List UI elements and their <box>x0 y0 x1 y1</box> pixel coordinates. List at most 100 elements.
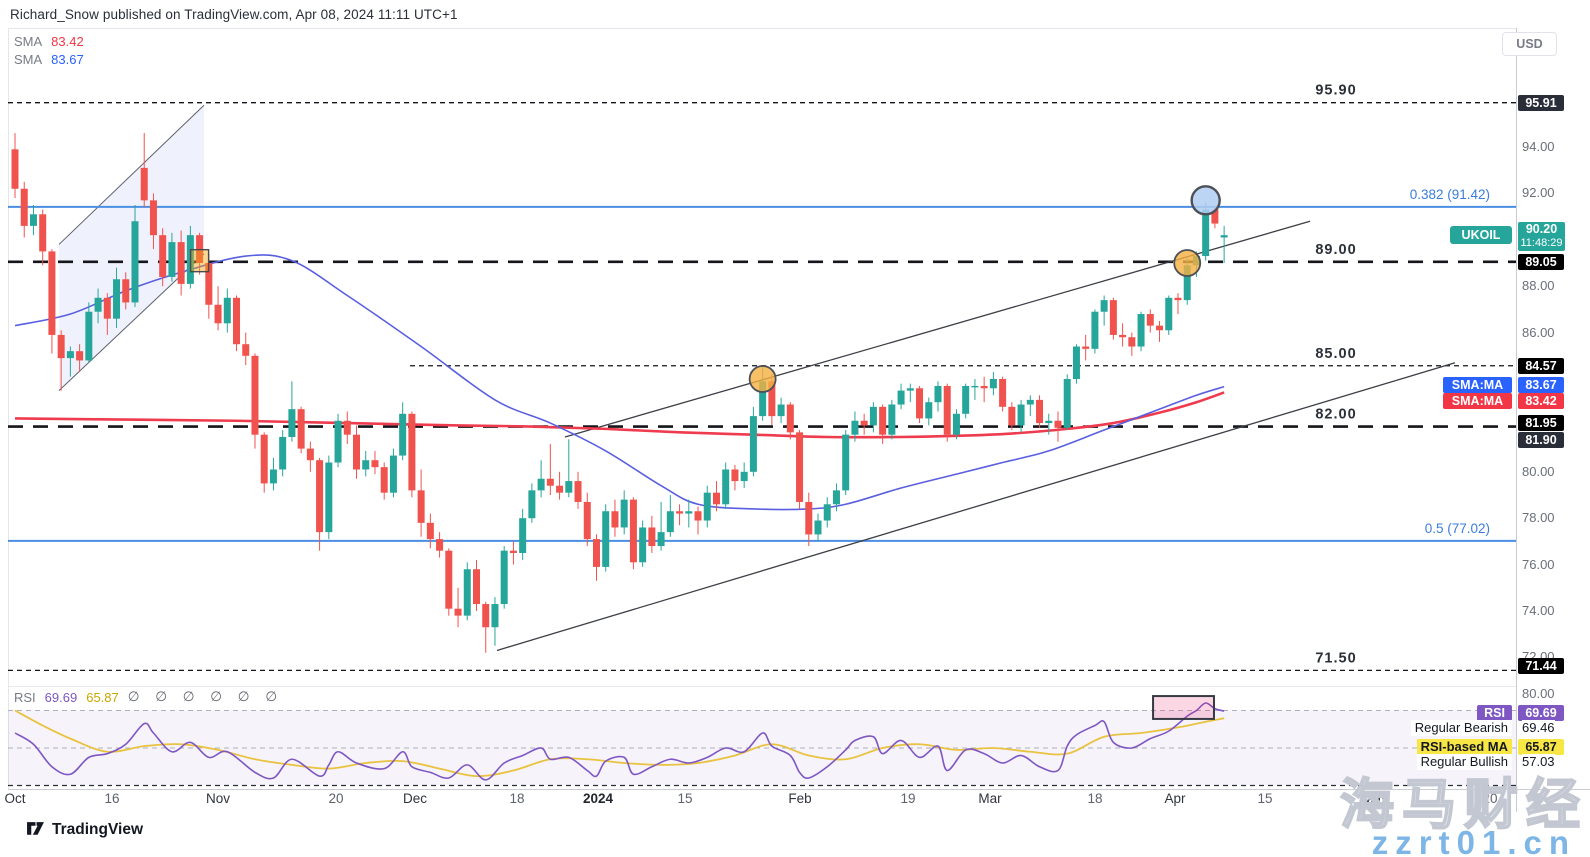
tradingview-logo[interactable]: TradingView <box>26 820 143 839</box>
candle-body <box>242 344 250 356</box>
candle-body <box>952 413 960 435</box>
candle <box>934 381 942 412</box>
candle-body <box>325 462 333 533</box>
candle <box>592 534 600 581</box>
sma-legend-row-2: SMA 83.67 <box>14 52 84 67</box>
candle <box>426 513 434 549</box>
candle <box>962 383 970 419</box>
candle <box>537 460 545 498</box>
candle <box>500 546 508 609</box>
candle <box>731 464 739 491</box>
candle-body <box>731 469 739 482</box>
candle <box>214 286 222 331</box>
candle-body <box>768 381 776 417</box>
candle-body <box>851 420 859 435</box>
rsi-axis-label: RSI <box>1477 705 1512 721</box>
bar-countdown: 11:48:29 <box>1520 237 1563 250</box>
sma-fast-line <box>14 254 1225 511</box>
candle <box>657 501 665 551</box>
level-label: 95.90 <box>1315 83 1356 99</box>
rsi-legend-empty-values: ∅ ∅ ∅ ∅ ∅ ∅ <box>127 689 284 704</box>
level-label: 71.50 <box>1315 650 1356 666</box>
candle-body <box>269 469 277 484</box>
candle-body <box>842 434 850 491</box>
candle-body <box>796 432 804 502</box>
candle-body <box>648 527 656 547</box>
candle-body <box>925 402 933 419</box>
candle <box>1119 323 1127 347</box>
candle-body <box>1156 325 1164 331</box>
price-level-badge: 81.95 <box>1518 414 1564 431</box>
candle-body <box>1008 406 1016 426</box>
candle <box>823 497 831 528</box>
rsi-line <box>14 702 1225 781</box>
time-tick: 2024 <box>582 791 614 806</box>
time-tick: 18 <box>1087 791 1103 806</box>
candle-body <box>473 569 480 605</box>
symbol-badge: UKOIL <box>1450 226 1512 245</box>
candle <box>666 495 674 537</box>
candle-body <box>694 511 702 521</box>
candle-body <box>685 511 693 514</box>
price-tick: 94.00 <box>1522 139 1555 154</box>
rsi-band-fill <box>8 710 1516 786</box>
candle <box>1017 399 1025 433</box>
highlight-square-marker <box>189 248 210 273</box>
candle <box>869 402 877 433</box>
candle <box>463 562 471 621</box>
candle <box>380 462 388 500</box>
sma-label: SMA <box>14 52 43 67</box>
price-tick: 74.00 <box>1522 603 1555 618</box>
price-tick: 78.00 <box>1522 510 1555 526</box>
sma-value-red: 83.42 <box>51 34 84 49</box>
candle <box>66 346 74 377</box>
currency-button[interactable]: USD <box>1502 32 1557 56</box>
candle-body <box>316 460 324 533</box>
candle <box>1146 309 1154 333</box>
candle <box>685 499 693 528</box>
candle <box>786 402 794 440</box>
sma-slow-line <box>14 391 1225 439</box>
candle <box>491 597 499 646</box>
time-tick: Oct <box>4 791 26 806</box>
candle <box>916 385 924 424</box>
candle-body <box>1063 379 1071 428</box>
candle-body <box>805 501 813 535</box>
candle-body <box>740 471 748 482</box>
candle <box>676 504 684 526</box>
price-tick: 88.00 <box>1522 278 1555 294</box>
candle-body <box>832 490 840 505</box>
candle-body <box>20 188 28 226</box>
candle <box>1174 293 1182 315</box>
candle-body <box>1119 334 1127 338</box>
candle <box>620 490 628 535</box>
frame-top-border <box>8 28 1516 29</box>
candle <box>11 133 19 199</box>
rsi-pane <box>8 695 1516 787</box>
candle-body <box>962 385 970 414</box>
candle <box>814 513 822 542</box>
candle-body <box>297 409 305 449</box>
candle <box>353 425 361 479</box>
candle-body <box>491 604 499 628</box>
candle-body <box>1054 420 1062 428</box>
candle <box>832 483 840 512</box>
price-axis-border <box>1516 28 1517 812</box>
candle-body <box>1146 314 1154 326</box>
candle-body <box>546 478 554 486</box>
tradingview-logo-icon <box>27 822 44 835</box>
candle <box>1100 295 1108 326</box>
candle <box>777 397 785 424</box>
candle-body <box>131 221 139 303</box>
candle-body <box>565 481 573 493</box>
watermark-cn-text: 海马财经 <box>1339 774 1588 836</box>
sma-axis-value: 83.42 <box>1518 393 1564 409</box>
candle <box>371 450 379 475</box>
candle-body <box>399 413 407 456</box>
candle-body <box>989 379 997 389</box>
price-level-badge: 89.05 <box>1518 253 1564 270</box>
candle-body <box>786 404 794 433</box>
candle <box>796 430 804 509</box>
candle-body <box>29 214 37 226</box>
